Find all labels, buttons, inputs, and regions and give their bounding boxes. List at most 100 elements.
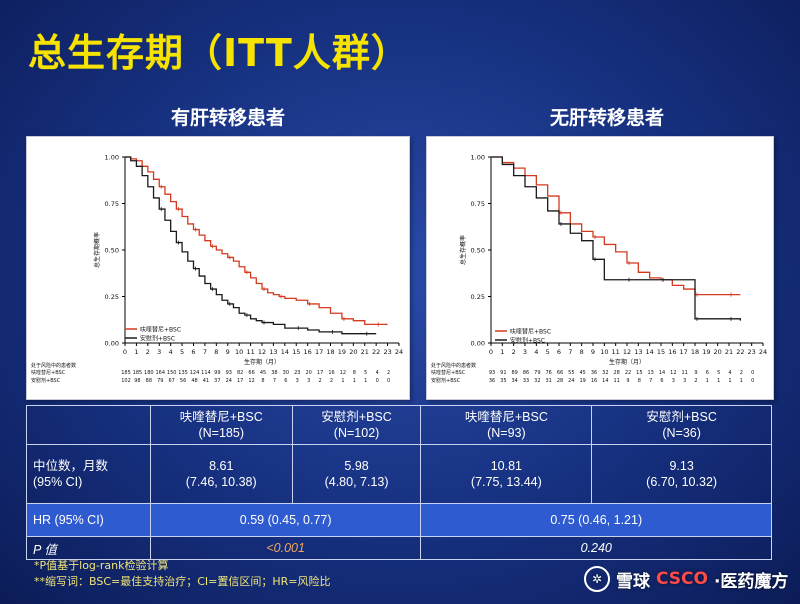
- risk-count: 7: [273, 378, 276, 384]
- footnote-pvalue: *P值基于log-rank检验计算: [34, 559, 169, 572]
- legend-label: 呋喹替尼+BSC: [510, 328, 551, 336]
- header-right-treatment: 呋喹替尼+BSC (N=93): [420, 405, 593, 445]
- risk-row-label: 呋喹替尼+BSC: [31, 369, 66, 376]
- y-tick-label: 1.00: [471, 154, 485, 162]
- x-tick-label: 2: [512, 348, 516, 356]
- x-tick-label: 14: [281, 348, 289, 356]
- risk-count: 36: [591, 370, 597, 376]
- header-right-placebo: 安慰剂+BSC (N=36): [591, 405, 772, 445]
- x-tick-label: 15: [292, 348, 300, 356]
- x-tick-label: 8: [580, 348, 584, 356]
- risk-count: 8: [638, 378, 641, 384]
- y-tick-label: 0.50: [471, 247, 485, 255]
- risk-count: 0: [751, 378, 754, 384]
- risk-count: 135: [178, 370, 188, 376]
- watermark-text: 雪球: [616, 571, 650, 592]
- km-curve-treatment: [491, 156, 741, 296]
- x-tick-label: 24: [395, 348, 403, 356]
- x-tick-label: 23: [383, 348, 391, 356]
- risk-count: 12: [340, 370, 346, 376]
- y-tick-label: 0.00: [105, 340, 119, 348]
- risk-row-label: 安慰剂+BSC: [431, 377, 461, 384]
- y-tick-label: 1.00: [105, 154, 119, 162]
- risk-count: 9: [694, 370, 697, 376]
- watermark-red-text: CSCO: [656, 569, 708, 589]
- x-tick-label: 10: [235, 348, 243, 356]
- watermark: ✲ 雪球 CSCO ·医药魔方: [584, 566, 788, 592]
- risk-count: 37: [214, 378, 220, 384]
- x-tick-label: 18: [326, 348, 334, 356]
- risk-count: 0: [387, 378, 390, 384]
- page-title: 总生存期（ITT人群）: [28, 31, 410, 75]
- hr-left-value: 0.59 (0.45, 0.77): [149, 503, 422, 537]
- right-chart-subtitle: 无肝转移患者: [549, 107, 664, 129]
- risk-count: 3: [672, 378, 675, 384]
- risk-count: 5: [364, 370, 367, 376]
- header-left-treatment: 呋喹替尼+BSC (N=185): [149, 405, 293, 445]
- median-row: 中位数，月数 (95% CI) 8.61 (7.46, 10.38) 5.98 (4.…: [26, 444, 772, 504]
- risk-count: 93: [489, 370, 495, 376]
- x-tick-label: 7: [203, 348, 207, 356]
- y-tick-label: 0.75: [105, 200, 119, 208]
- y-tick-label: 0.25: [471, 293, 485, 301]
- risk-count: 16: [328, 370, 334, 376]
- risk-count: 34: [511, 378, 517, 384]
- y-tick-label: 0.00: [471, 340, 485, 348]
- hr-right-value: 0.75 (0.46, 1.21): [420, 503, 772, 537]
- x-tick-label: 5: [180, 348, 184, 356]
- risk-count: 102: [121, 378, 131, 384]
- header-left-placebo: 安慰剂+BSC (N=102): [291, 405, 422, 445]
- risk-count: 33: [523, 378, 529, 384]
- risk-count: 32: [534, 378, 540, 384]
- risk-count: 93: [226, 370, 232, 376]
- risk-count: 114: [201, 370, 211, 376]
- risk-count: 28: [557, 378, 563, 384]
- x-tick-label: 12: [623, 348, 631, 356]
- risk-count: 14: [659, 370, 665, 376]
- x-tick-label: 16: [668, 348, 676, 356]
- x-tick-label: 19: [338, 348, 346, 356]
- x-tick-label: 3: [157, 348, 161, 356]
- x-tick-label: 22: [736, 348, 744, 356]
- risk-count: 1: [740, 378, 743, 384]
- risk-count: 164: [155, 370, 165, 376]
- risk-count: 7: [649, 378, 652, 384]
- x-tick-label: 23: [748, 348, 756, 356]
- risk-count: 1: [353, 378, 356, 384]
- x-tick-label: 13: [634, 348, 642, 356]
- risk-count: 91: [500, 370, 506, 376]
- x-tick-label: 10: [600, 348, 608, 356]
- header-empty-cell: [26, 405, 151, 445]
- risk-count: 6: [706, 370, 709, 376]
- risk-count: 11: [681, 370, 687, 376]
- y-tick-label: 0.75: [471, 200, 485, 208]
- risk-count: 1: [728, 378, 731, 384]
- risk-count: 82: [237, 370, 243, 376]
- risk-count: 8: [261, 378, 264, 384]
- x-tick-label: 3: [523, 348, 527, 356]
- risk-count: 48: [191, 378, 197, 384]
- snowball-logo-icon: ✲: [584, 566, 610, 592]
- x-tick-label: 6: [557, 348, 561, 356]
- risk-count: 86: [523, 370, 529, 376]
- x-tick-label: 11: [612, 348, 620, 356]
- risk-count: 5: [717, 370, 720, 376]
- risk-count: 56: [180, 378, 186, 384]
- risk-count: 0: [376, 378, 379, 384]
- x-tick-label: 2: [146, 348, 150, 356]
- x-tick-label: 0: [123, 348, 127, 356]
- risk-count: 1: [717, 378, 720, 384]
- x-tick-label: 1: [134, 348, 138, 356]
- risk-count: 2: [740, 370, 743, 376]
- risk-count: 3: [683, 378, 686, 384]
- risk-count: 38: [271, 370, 277, 376]
- risk-count: 79: [534, 370, 540, 376]
- x-tick-label: 17: [680, 348, 688, 356]
- y-axis-label: 总生存期概率: [93, 232, 101, 268]
- x-tick-label: 16: [304, 348, 312, 356]
- risk-count: 32: [602, 370, 608, 376]
- x-tick-label: 8: [214, 348, 218, 356]
- x-tick-label: 18: [691, 348, 699, 356]
- risk-count: 6: [660, 378, 663, 384]
- x-tick-label: 24: [759, 348, 767, 356]
